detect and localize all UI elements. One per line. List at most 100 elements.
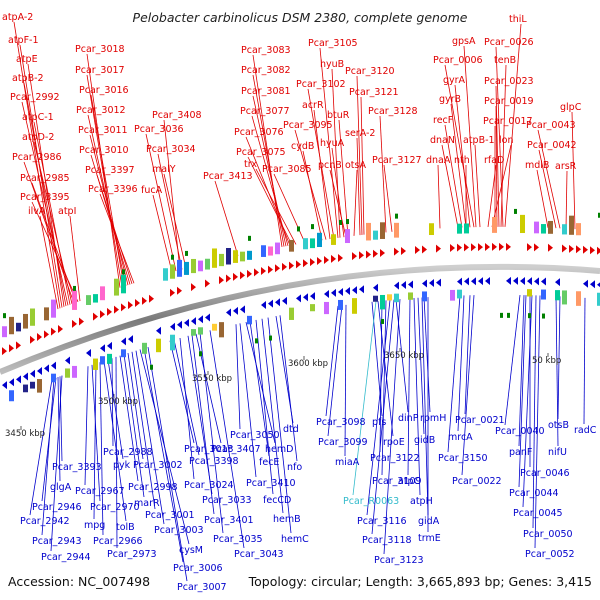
- gene-label-pcar-3102: Pcar_3102: [296, 79, 346, 90]
- cog-category-box: [562, 224, 567, 235]
- gene-label-maly: malY: [152, 164, 176, 175]
- scale-tick-3600-kbp: 3600 kbp: [288, 359, 328, 369]
- leader-line-pcar-3082: [252, 74, 285, 247]
- leader-line-arsr: [565, 170, 568, 229]
- reverse-gene-arrow: [373, 283, 378, 292]
- reverse-gene-arrow: [9, 378, 14, 387]
- forward-gene-arrow: [240, 271, 245, 280]
- leader-line-pcar-3098: [325, 305, 339, 417]
- gene-label-pcar-3408: Pcar_3408: [152, 110, 202, 121]
- gene-label-pcar-0040: Pcar_0040: [495, 426, 545, 437]
- rna-marker: [199, 351, 202, 357]
- cog-category-box: [170, 264, 175, 279]
- forward-gene-arrow: [9, 344, 14, 353]
- leader-line-gyra: [454, 84, 471, 228]
- gene-label-pcar-0046: Pcar_0046: [520, 468, 570, 479]
- gene-label-pcar-3410: Pcar_3410: [246, 478, 296, 489]
- leader-line-pcar-3408: [163, 119, 181, 271]
- reverse-gene-arrow: [191, 317, 196, 326]
- reverse-gene-arrow: [44, 364, 49, 373]
- forward-gene-arrow: [205, 279, 210, 288]
- leader-line-pcar-3077: [251, 115, 289, 246]
- accession-text: Accession: NC_007498: [8, 574, 150, 589]
- rna-marker: [255, 338, 258, 344]
- cog-category-box: [198, 327, 203, 335]
- forward-gene-arrow: [436, 244, 441, 253]
- rna-marker: [542, 313, 545, 319]
- forward-gene-arrow: [366, 250, 371, 259]
- forward-gene-arrow: [226, 274, 231, 283]
- gene-label-pcar-3395: Pcar_3395: [20, 192, 70, 203]
- gene-label-pcar-0026: Pcar_0026: [484, 37, 534, 48]
- bottom-gene-labels: Pcar_3393 glgA Pcar_2946 Pcar_2942 Pcar_2943…: [20, 413, 597, 593]
- leader-line-pcar-3043: [209, 330, 245, 549]
- forward-gene-arrow: [534, 243, 539, 252]
- forward-gene-arrow: [261, 266, 266, 275]
- forward-gene-arrow: [401, 247, 406, 256]
- reverse-gene-arrow: [2, 381, 7, 390]
- reverse-gene-arrow: [394, 281, 399, 290]
- gene-label-fuca: fucA: [141, 185, 163, 196]
- leader-line-acrr: [313, 109, 331, 240]
- leader-line-pcar-3017: [86, 74, 123, 288]
- leader-line-pcar-3123: [383, 299, 401, 555]
- forward-gene-arrow: [380, 248, 385, 257]
- gene-label-pcar-3016: Pcar_3016: [79, 85, 129, 96]
- leader-line-mrca: [457, 295, 465, 432]
- reverse-gene-arrow: [37, 367, 42, 376]
- reverse-gene-arrow: [338, 287, 343, 296]
- rna-marker: [3, 313, 6, 319]
- leader-line-pcar-0006: [444, 64, 475, 228]
- cog-category-box: [100, 286, 105, 301]
- gene-label-pcar-3085: Pcar_3085: [262, 164, 312, 175]
- gene-label-pcar-0021: Pcar_0021: [455, 415, 505, 426]
- cog-category-box: [93, 358, 98, 370]
- reverse-gene-arrow: [100, 344, 105, 353]
- reverse-gene-arrow: [590, 280, 595, 289]
- forward-gene-arrow: [450, 243, 455, 252]
- gene-label-gida: gidA: [418, 516, 440, 527]
- reverse-gene-arrow: [65, 356, 70, 365]
- leader-line-pcar-0043: [537, 129, 561, 229]
- reverse-gene-arrow: [205, 313, 210, 322]
- cog-category-box: [394, 222, 399, 238]
- cog-category-box: [219, 253, 224, 267]
- gene-label-pcar-3116: Pcar_3116: [357, 516, 407, 527]
- cog-category-box: [289, 239, 294, 252]
- forward-gene-arrow: [16, 341, 21, 350]
- cog-category-box: [2, 326, 7, 338]
- forward-gene-arrow: [289, 261, 294, 270]
- gene-label-feccd: fecCD: [263, 495, 291, 506]
- forward-gene-arrow: [373, 249, 378, 258]
- cog-category-box: [121, 274, 126, 294]
- leader-line-pcar-3034: [157, 153, 183, 270]
- forward-gene-arrow: [142, 296, 147, 305]
- cog-category-box: [72, 365, 77, 378]
- reverse-gene-arrow: [359, 285, 364, 294]
- gene-label-pcar-3095: Pcar_3095: [283, 120, 333, 131]
- leader-line-recf: [444, 124, 463, 228]
- forward-gene-arrow: [107, 307, 112, 316]
- bottom-leader-lines: [29, 294, 586, 582]
- leader-line-pcar-2998: [119, 355, 139, 482]
- reverse-gene-arrow: [275, 298, 280, 307]
- gene-label-pcar-3393: Pcar_3393: [52, 462, 102, 473]
- cog-category-box: [541, 289, 546, 300]
- gene-label-btur: btuR: [327, 110, 350, 121]
- cog-category-box: [247, 250, 252, 260]
- leader-line-fuca: [152, 194, 173, 273]
- gene-label-panf: panF: [509, 447, 532, 458]
- forward-gene-arrow: [359, 251, 364, 260]
- gene-label-pcar-0022: Pcar_0022: [452, 476, 502, 487]
- gene-label-glpc: glpC: [560, 102, 582, 113]
- reverse-gene-arrow: [485, 276, 490, 285]
- leader-line-atpb-2: [23, 82, 67, 307]
- reverse-gene-arrow: [107, 341, 112, 350]
- rna-marker: [598, 212, 600, 218]
- reverse-gene-arrow: [268, 299, 273, 308]
- rna-marker: [73, 285, 76, 291]
- gene-label-rpoe: rpoE: [383, 437, 405, 448]
- rna-marker: [248, 235, 251, 241]
- gene-label-pcar-3122: Pcar_3122: [370, 453, 420, 464]
- cog-category-box: [23, 384, 28, 393]
